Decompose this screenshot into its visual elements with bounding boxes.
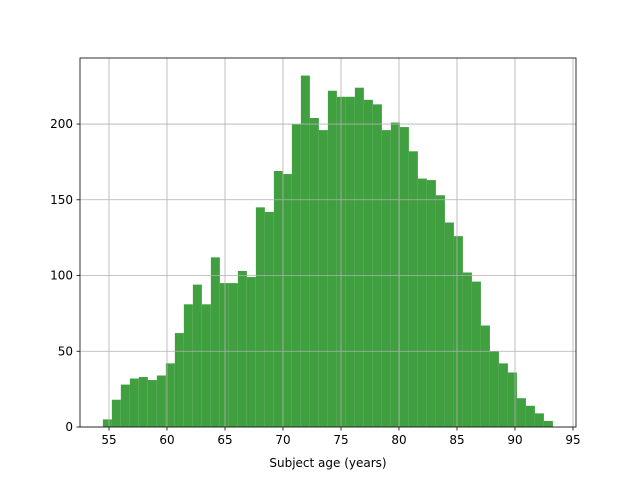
bar	[426, 180, 436, 427]
bar	[444, 222, 454, 427]
x-tick-label: 55	[101, 433, 116, 447]
bar	[273, 171, 283, 427]
bar	[192, 284, 202, 427]
x-tick-label: 75	[333, 433, 348, 447]
bar	[435, 195, 445, 427]
x-tick-label: 65	[217, 433, 232, 447]
bar	[300, 75, 310, 428]
bar	[219, 283, 229, 427]
bar	[525, 405, 535, 427]
bar	[111, 399, 121, 427]
bar	[129, 378, 139, 427]
bar	[120, 384, 130, 427]
bar	[102, 419, 112, 427]
bar	[453, 236, 463, 427]
bar	[399, 127, 409, 428]
bar	[228, 283, 238, 427]
bar	[255, 207, 265, 427]
bar	[462, 272, 472, 427]
bar	[246, 277, 256, 427]
bar	[264, 211, 274, 427]
x-axis-label: Subject age (years)	[269, 456, 386, 470]
bar	[282, 174, 292, 427]
x-tick-label: 90	[507, 433, 522, 447]
bar	[498, 363, 508, 427]
bar	[381, 130, 391, 427]
bar	[201, 304, 211, 427]
y-tick-label: 100	[50, 269, 73, 283]
bar	[318, 130, 328, 427]
bar	[156, 375, 166, 427]
bar	[309, 117, 319, 427]
bar	[408, 151, 418, 427]
x-tick-label: 85	[449, 433, 464, 447]
bar	[480, 325, 490, 427]
x-tick-label: 80	[391, 433, 406, 447]
bar	[210, 257, 220, 427]
bar	[345, 96, 355, 428]
x-tick-label: 95	[565, 433, 580, 447]
x-tick-label: 60	[159, 433, 174, 447]
y-tick-label: 0	[65, 420, 73, 434]
x-tick-label: 70	[275, 433, 290, 447]
plot-frame	[79, 57, 577, 428]
bar	[507, 372, 517, 427]
bar	[471, 281, 481, 427]
y-tick-label: 200	[50, 117, 73, 131]
bar	[372, 104, 382, 427]
bar	[165, 363, 175, 427]
bar	[147, 380, 157, 427]
bar	[534, 413, 544, 427]
bar	[417, 178, 427, 427]
bar	[363, 99, 373, 427]
y-tick-label: 150	[50, 193, 73, 207]
bar	[489, 351, 499, 427]
bar	[390, 122, 400, 428]
bar	[138, 377, 148, 427]
bar	[183, 304, 193, 427]
bar	[237, 270, 247, 427]
bar	[354, 87, 364, 428]
y-tick-label: 50	[58, 344, 73, 358]
bar	[543, 420, 553, 427]
bar	[327, 90, 337, 428]
bar	[174, 333, 184, 427]
bar	[516, 398, 526, 427]
